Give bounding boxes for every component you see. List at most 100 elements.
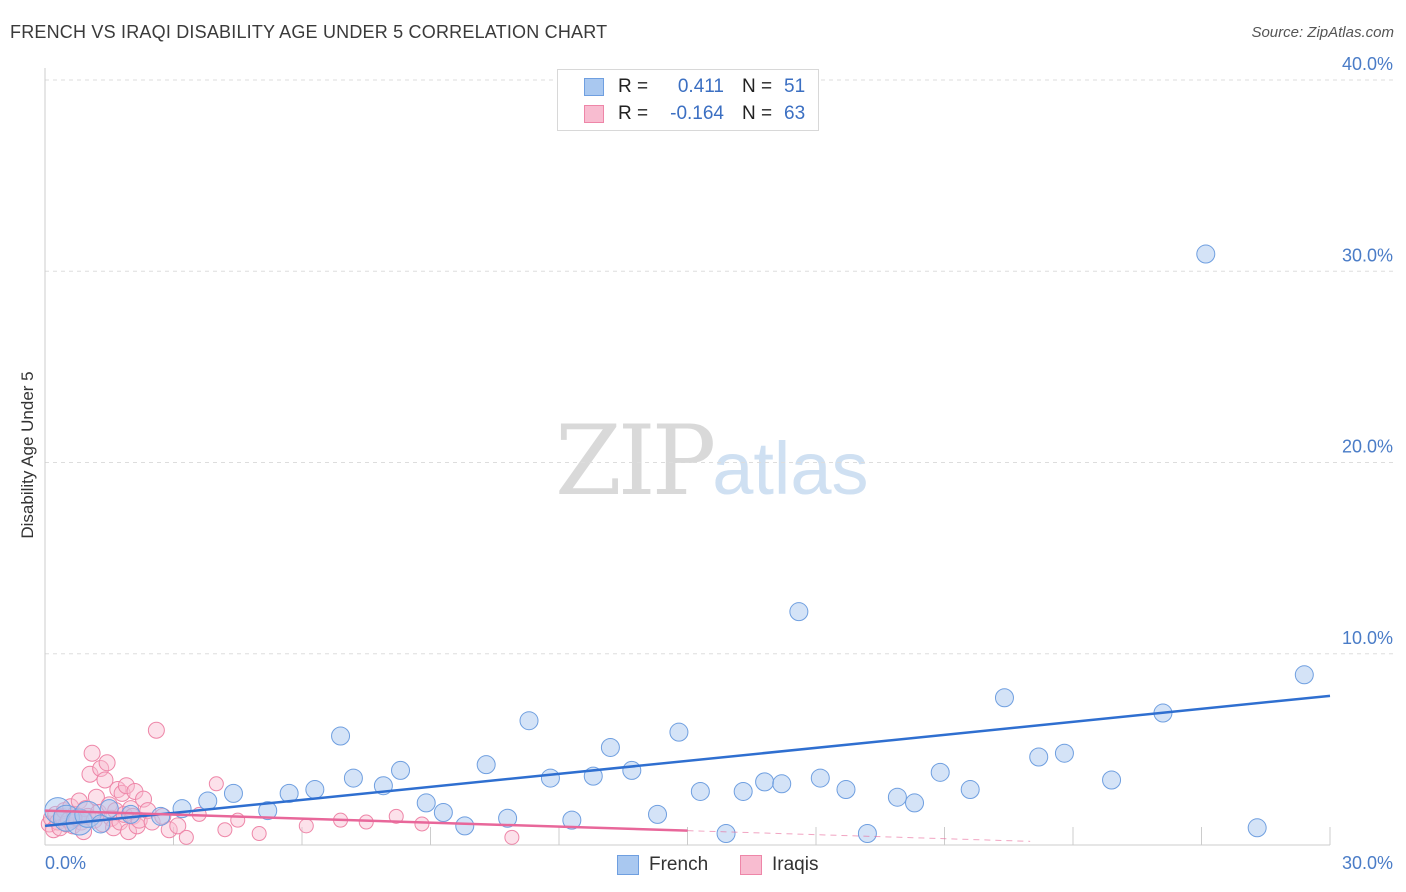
watermark-atlas: atlas [712,427,869,510]
french-point [648,804,668,824]
watermark-zip: ZIP [555,405,716,517]
french-point [562,810,582,830]
french-point [343,768,363,788]
iraqi-point [98,754,116,772]
french-point [519,711,539,731]
french-point [755,772,775,792]
correlation-legend: R = 0.411 N = 51 R = -0.164 N = 63 [557,69,819,131]
iraqi-point [147,721,165,739]
iraqi-point [83,744,101,762]
french-point [887,787,907,807]
x-tick-label: 30.0% [1342,853,1393,873]
iraqi-point [208,776,224,792]
iraqi-point [388,808,404,824]
grid-lines [45,79,1395,655]
legend-r-label: R = [618,76,649,97]
french-point [600,737,620,757]
legend-r-value-french: 0.411 [677,76,724,97]
iraqi-point [81,765,99,783]
iraqi-point [117,777,135,795]
iraqi-trend-extension [687,830,1031,842]
french-point [433,802,453,822]
french-point [930,762,950,782]
french-point [994,688,1014,708]
french-point [1029,747,1049,767]
french-point [960,780,980,800]
iraqi-point [113,784,131,802]
legend-n-value-iraqi: 63 [784,103,806,124]
french-point [716,824,736,844]
french-swatch [584,78,604,96]
x-tick-label: 0.0% [45,853,86,873]
french-point [391,760,411,780]
legend-row-iraqi: R = -0.164 N = 63 [584,102,805,126]
iraqi-point [178,829,194,845]
legend-n-label: N = [742,103,773,124]
bottom-legend-french: French [617,852,708,878]
trend-lines [44,694,1331,842]
french-point [455,816,475,836]
iraqi-legend-swatch [740,855,762,875]
french-point [498,808,518,828]
french-point [258,801,278,821]
french-point [789,602,809,622]
french-point [1054,743,1074,763]
chart-title: FRENCH VS IRAQI DISABILITY AGE UNDER 5 C… [10,22,608,42]
french-legend-swatch [617,855,639,875]
legend-n-label: N = [742,76,773,97]
legend-n-value-french: 51 [784,76,806,97]
french-point [198,791,218,811]
y-tick-label: 20.0% [1342,437,1393,457]
iraqi-point [135,790,153,808]
french-point [1294,665,1314,685]
french-point [669,722,689,742]
iraqi-point [96,771,114,789]
french-point [836,780,856,800]
iraqi-legend-label: Iraqis [772,854,819,875]
french-point [1247,818,1267,838]
french-trend-line [44,694,1331,828]
iraqi-point [217,822,233,838]
y-tick-label: 10.0% [1342,628,1393,648]
french-point [622,760,642,780]
iraqi-point [414,816,430,832]
french-point [151,806,171,826]
source-label: Source: ZipAtlas.com [1251,24,1394,41]
french-point [331,726,351,746]
french-point [416,793,436,813]
iraqi-point [504,829,520,845]
french-point [1102,770,1122,790]
iraqi-trend-line [44,809,688,832]
french-point [540,768,560,788]
french-point [857,824,877,844]
iraqi-series [40,721,520,845]
french-point [99,799,119,819]
french-point [690,781,710,801]
iraqi-point [160,821,178,839]
tick-labels: 10.0% 20.0% 30.0% 40.0% 0.0% 30.0% [45,54,1393,873]
iraqi-swatch [584,105,604,123]
french-legend-label: French [649,854,709,875]
legend-r-value-iraqi: -0.164 [670,103,724,124]
french-point [305,780,325,800]
y-tick-label: 30.0% [1342,245,1393,265]
french-point [733,781,753,801]
french-point [1196,244,1216,264]
french-point [223,783,243,803]
axes [44,68,1331,846]
french-point [810,768,830,788]
y-tick-label: 40.0% [1342,54,1393,74]
bottom-legend-iraqi: Iraqis [740,852,818,878]
iraqi-point [92,760,110,777]
iraqi-point [169,817,187,835]
iraqi-point [358,814,374,830]
french-series [44,244,1314,844]
legend-r-label: R = [618,103,649,124]
french-point [476,755,496,775]
watermark: ZIPatlas [555,405,869,517]
french-point [905,793,925,813]
legend-row-french: R = 0.411 N = 51 [584,75,805,99]
iraqi-point [298,818,314,834]
french-point [772,774,792,794]
